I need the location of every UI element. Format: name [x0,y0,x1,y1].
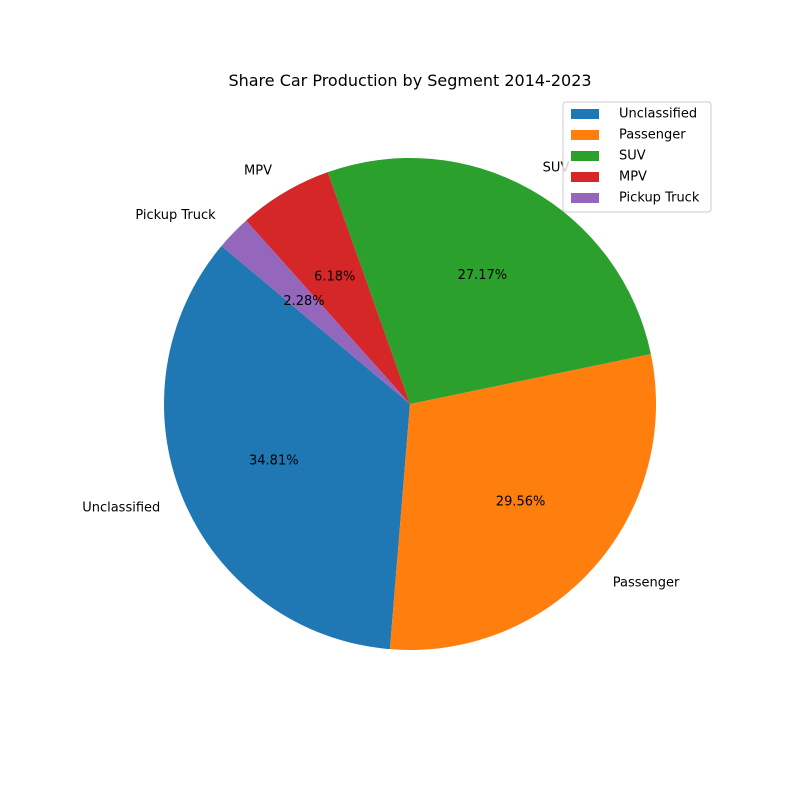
percent-label-mpv: 6.18% [314,270,355,285]
pie-slice-pickup-truck [221,220,410,404]
legend-label-unclassified: Unclassified [619,107,697,122]
percent-label-suv: 27.17% [458,268,508,283]
percent-labels: 34.81% 29.56% 27.17% 6.18% 2.28% [249,268,545,509]
legend-swatch-unclassified [571,109,599,119]
legend-swatch-passenger [571,130,599,140]
legend-label-pickup-truck: Pickup Truck [619,191,700,206]
legend-swatch-pickup-truck [571,193,599,203]
legend-swatch-suv [571,151,599,161]
legend-label-passenger: Passenger [619,128,686,143]
slice-label-pickup-truck: Pickup Truck [135,208,216,223]
legend-label-suv: SUV [619,149,646,164]
percent-label-unclassified: 34.81% [249,453,299,468]
slice-label-unclassified: Unclassified [82,501,160,516]
legend: Unclassified Passenger SUV MPV Pickup Truck [562,101,712,213]
legend-entries: Unclassified Passenger SUV MPV Pickup Truck [571,107,700,206]
legend-swatch-mpv [571,172,599,182]
chart-title: Share Car Production by Segment 2014-202… [228,71,591,90]
legend-frame [562,101,712,213]
legend-label-mpv: MPV [619,170,647,185]
percent-label-passenger: 29.56% [496,494,546,509]
pie-slice-suv [327,157,651,404]
slice-label-mpv: MPV [244,164,272,179]
pie-slice-mpv [246,172,410,404]
pie-slice-passenger [389,353,656,650]
pie-slice-unclassified [164,245,410,650]
percent-label-pickup-truck: 2.28% [283,294,324,309]
slice-label-passenger: Passenger [613,576,680,591]
pie-slices [164,157,656,650]
